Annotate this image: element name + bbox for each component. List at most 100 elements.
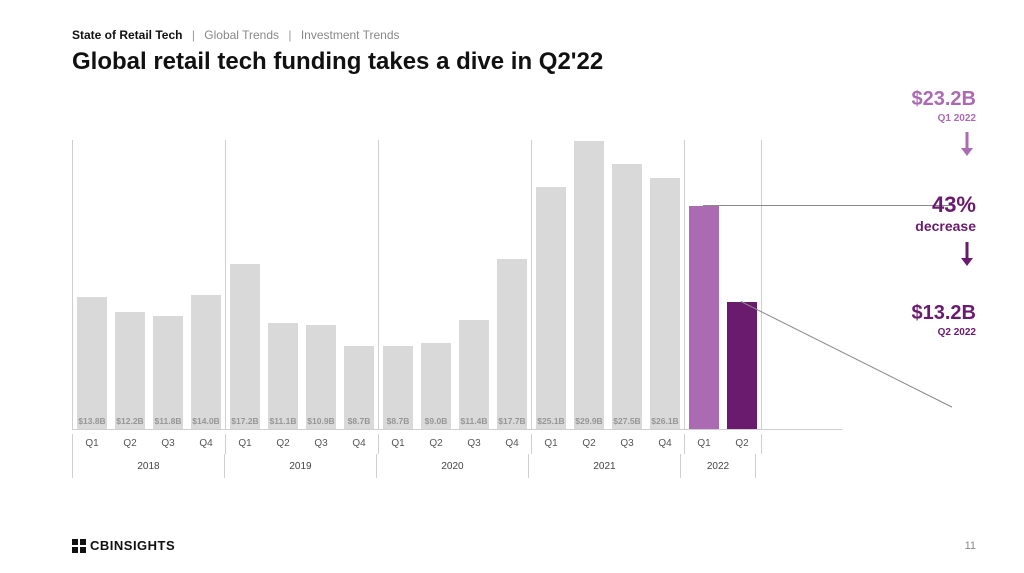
bar-column: $11.8B xyxy=(149,140,187,430)
callout-top-sub: Q1 2022 xyxy=(860,113,976,124)
breadcrumb-sep: | xyxy=(192,28,195,42)
arrow-down-icon xyxy=(958,130,976,156)
x-quarter-label: Q4 xyxy=(187,434,225,454)
bar-value-label: $11.8B xyxy=(153,416,183,426)
year-group: $13.8B $12.2B $11.8B $14.0B xyxy=(72,140,225,430)
breadcrumb-section: State of Retail Tech xyxy=(72,28,182,42)
bar-column xyxy=(723,140,761,430)
x-quarter-label: Q2 xyxy=(723,434,761,454)
callout-change-pct: 43% xyxy=(860,192,976,218)
slide-page: State of Retail Tech | Global Trends | I… xyxy=(0,0,1024,573)
year-group: $25.1B $29.9B $27.5B $26.1B xyxy=(531,140,684,430)
bar xyxy=(727,302,757,430)
x-year-label: 2020 xyxy=(376,454,528,478)
x-quarter-label: Q2 xyxy=(264,434,302,454)
bar: $14.0B xyxy=(191,295,221,430)
x-quarter-label: Q2 xyxy=(417,434,455,454)
x-quarter-group: Q1Q2Q3Q4 xyxy=(72,434,225,454)
bar-column: $8.7B xyxy=(340,140,378,430)
chart-wrap: $13.8B $12.2B $11.8B $14.0B $17.2B $11.1B $10.… xyxy=(72,88,976,478)
bar-column xyxy=(685,140,723,430)
bar-column: $10.9B xyxy=(302,140,340,430)
bar: $26.1B xyxy=(650,178,680,430)
bar-column: $13.8B xyxy=(73,140,111,430)
bar-column: $9.0B xyxy=(417,140,455,430)
bar: $11.1B xyxy=(268,323,298,430)
x-quarter-label: Q4 xyxy=(340,434,378,454)
bar-column: $29.9B xyxy=(570,140,608,430)
bar: $10.9B xyxy=(306,325,336,430)
x-quarter-group: Q1Q2Q3Q4 xyxy=(225,434,378,454)
x-quarter-group: Q1Q2Q3Q4 xyxy=(378,434,531,454)
bar xyxy=(689,206,719,430)
bar-value-label: $11.1B xyxy=(268,416,298,426)
x-quarter-label: Q1 xyxy=(73,434,111,454)
bar-column: $11.1B xyxy=(264,140,302,430)
callout-top-value: $23.2B xyxy=(860,88,976,111)
bar-column: $11.4B xyxy=(455,140,493,430)
breadcrumb-sub2: Investment Trends xyxy=(301,28,400,42)
bar: $13.8B xyxy=(77,297,107,430)
x-quarter-label: Q2 xyxy=(570,434,608,454)
bar-value-label: $14.0B xyxy=(191,416,221,426)
bar: $11.4B xyxy=(459,320,489,430)
callout-change: 43% decrease xyxy=(860,192,976,234)
bar-column: $12.2B xyxy=(111,140,149,430)
x-quarter-group: Q1Q2Q3Q4 xyxy=(531,434,684,454)
x-quarter-label: Q4 xyxy=(646,434,684,454)
slide-title: Global retail tech funding takes a dive … xyxy=(72,48,976,76)
x-quarter-label: Q1 xyxy=(226,434,264,454)
x-quarter-label: Q2 xyxy=(111,434,149,454)
bar-column: $17.7B xyxy=(493,140,531,430)
bar-chart: $13.8B $12.2B $11.8B $14.0B $17.2B $11.1B $10.… xyxy=(72,88,842,478)
bar-value-label: $8.7B xyxy=(383,416,413,426)
bar-column: $26.1B xyxy=(646,140,684,430)
bar: $9.0B xyxy=(421,343,451,430)
bar: $17.7B xyxy=(497,259,527,430)
bar: $29.9B xyxy=(574,141,604,430)
bar-value-label: $8.7B xyxy=(344,416,374,426)
bar-column: $8.7B xyxy=(379,140,417,430)
x-quarter-label: Q3 xyxy=(149,434,187,454)
breadcrumb-sub1: Global Trends xyxy=(204,28,279,42)
x-quarter-group: Q1Q2 xyxy=(684,434,762,454)
bar-value-label: $26.1B xyxy=(650,416,680,426)
bar-value-label: $13.8B xyxy=(77,416,107,426)
bar-value-label: $10.9B xyxy=(306,416,336,426)
page-number: 11 xyxy=(965,540,976,552)
x-year-label: 2022 xyxy=(680,454,756,478)
x-quarter-label: Q1 xyxy=(532,434,570,454)
year-group xyxy=(684,140,762,430)
callout-bottom-value: $13.2B xyxy=(860,302,976,325)
bar-value-label: $11.4B xyxy=(459,416,489,426)
bar: $25.1B xyxy=(536,187,566,430)
bar-value-label: $27.5B xyxy=(612,416,642,426)
logo-icon xyxy=(72,539,86,553)
bar-column: $17.2B xyxy=(226,140,264,430)
x-quarter-label: Q3 xyxy=(302,434,340,454)
logo-text: CBINSIGHTS xyxy=(90,538,175,553)
x-year-label: 2018 xyxy=(72,454,224,478)
callout-bottom-sub: Q2 2022 xyxy=(860,327,976,338)
bar-value-label: $17.2B xyxy=(230,416,260,426)
bar: $8.7B xyxy=(383,346,413,430)
logo: CBINSIGHTS xyxy=(72,538,175,553)
bar: $8.7B xyxy=(344,346,374,430)
callout-panel: $23.2B Q1 2022 43% decrease $13.2B Q2 20… xyxy=(842,88,976,478)
year-group: $17.2B $11.1B $10.9B $8.7B xyxy=(225,140,378,430)
bar-column: $14.0B xyxy=(187,140,225,430)
callout-change-word: decrease xyxy=(860,218,976,234)
bar: $12.2B xyxy=(115,312,145,430)
bar-column: $27.5B xyxy=(608,140,646,430)
bar-value-label: $12.2B xyxy=(115,416,145,426)
x-quarter-label: Q3 xyxy=(455,434,493,454)
bar-value-label: $25.1B xyxy=(536,416,566,426)
x-quarter-label: Q3 xyxy=(608,434,646,454)
x-quarter-label: Q4 xyxy=(493,434,531,454)
bar-value-label: $29.9B xyxy=(574,416,604,426)
bar: $11.8B xyxy=(153,316,183,430)
bar-value-label: $17.7B xyxy=(497,416,527,426)
arrow-down-icon xyxy=(958,240,976,266)
bar: $27.5B xyxy=(612,164,642,430)
bar: $17.2B xyxy=(230,264,260,430)
